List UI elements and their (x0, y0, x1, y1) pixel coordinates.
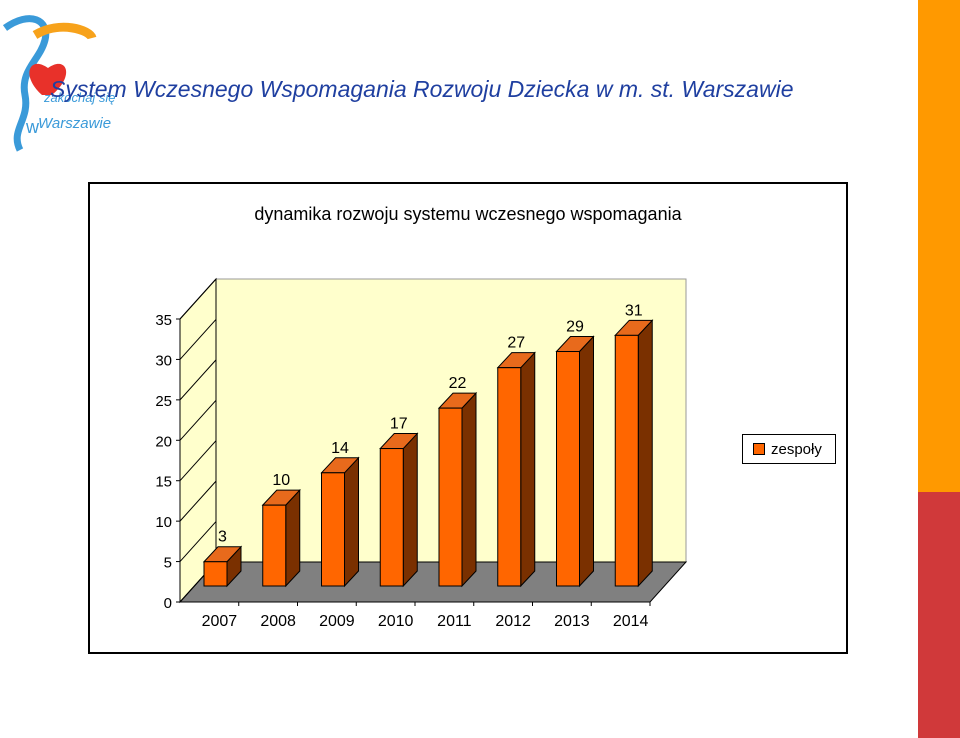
bar-side (461, 391, 477, 588)
x-tick-label: 2008 (260, 613, 296, 630)
accent-bar-orange (918, 0, 960, 492)
chart-frame: dynamika rozwoju systemu wczesnego wspom… (88, 182, 848, 654)
x-tick-label: 2012 (495, 613, 531, 630)
y-tick-label: 5 (164, 555, 172, 572)
bar-side (402, 432, 418, 588)
y-tick-label: 30 (155, 352, 172, 369)
bar-value-label: 14 (331, 440, 349, 457)
logo-swoosh-blue (2, 15, 50, 152)
logo-text-w: w (25, 117, 40, 137)
x-tick-label: 2010 (378, 613, 414, 630)
bar-front (556, 351, 580, 587)
page-title: System Wczesnego Wspomagania Rozwoju Dzi… (50, 76, 794, 102)
chart-side-wall (179, 277, 217, 604)
logo-swoosh-orange (32, 22, 97, 41)
x-tick-label: 2013 (554, 613, 590, 630)
chart-title: dynamika rozwoju systemu wczesnego wspom… (254, 204, 682, 224)
x-tick-label: 2007 (202, 613, 238, 630)
chart-floor (178, 561, 688, 603)
bar-value-label: 27 (507, 335, 525, 352)
bar-value-label: 29 (566, 319, 584, 336)
y-depth-line (179, 521, 217, 562)
y-depth-line (179, 278, 217, 320)
accent-bar-red (918, 492, 960, 738)
legend-swatch (753, 443, 765, 455)
y-tick-label: 0 (164, 595, 172, 612)
bar-chart-3d: 0 5 10 15 20 25 30 35 3 10 14 17 22 27 29 31 2007 2008 200… (155, 277, 688, 630)
chart-legend: zespoły (742, 434, 836, 464)
y-tick-label: 10 (155, 514, 172, 531)
x-tick-label: 2011 (437, 613, 472, 630)
logo-text-warszawie: Warszawie (38, 115, 111, 132)
x-tick-label: 2014 (613, 613, 649, 630)
bar-side (520, 351, 536, 588)
bar-front (321, 472, 345, 587)
bar-side (637, 319, 653, 588)
bar-front (614, 334, 639, 587)
y-tick-label: 15 (155, 474, 172, 491)
bar-value-label: 31 (625, 302, 643, 319)
y-tick-label: 35 (155, 312, 172, 329)
legend-label: zespoły (771, 440, 822, 458)
bar-value-label: 22 (449, 375, 467, 392)
bar-front (379, 448, 404, 587)
bar-side (579, 335, 594, 588)
y-depth-line (179, 399, 217, 441)
bar-front (438, 407, 463, 587)
y-depth-line (179, 480, 217, 522)
y-tick-label: 25 (155, 393, 172, 410)
bar-front (262, 504, 287, 587)
bar-front (203, 561, 228, 587)
bar-side (344, 456, 359, 588)
bar-front (497, 367, 522, 587)
y-depth-line (179, 359, 217, 401)
y-depth-line (179, 440, 217, 482)
y-tick-label: 20 (155, 433, 172, 450)
bar-value-label: 10 (272, 472, 290, 489)
logo-text-zakochaj: zakochaj się (43, 90, 116, 105)
logo-heart (29, 63, 67, 95)
bar-value-label: 17 (390, 416, 408, 433)
bar-value-label: 3 (218, 529, 227, 546)
bar-side (285, 488, 301, 588)
x-tick-label: 2009 (319, 613, 355, 630)
zakochaj-w-warszawie-logo: zakochaj się w Warszawie (2, 15, 116, 152)
y-depth-line (179, 319, 217, 360)
